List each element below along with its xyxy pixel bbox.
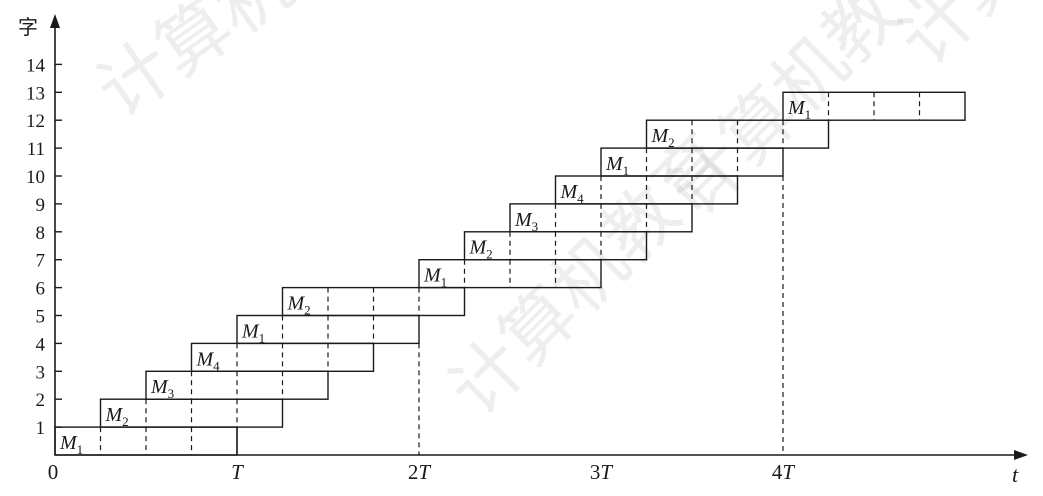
y-tick-label: 1	[36, 418, 46, 439]
word-row: M2	[281, 286, 466, 318]
word-label: M3	[150, 376, 174, 401]
y-axis-arrow	[50, 14, 60, 28]
word-row: M1	[782, 91, 966, 122]
word-label: M1	[605, 153, 629, 178]
word-row: M1	[236, 314, 420, 345]
y-tick-label: 11	[27, 139, 45, 160]
y-tick-label: 13	[26, 83, 45, 104]
x-tick-label: 3T	[590, 460, 614, 484]
y-tick-label: 7	[36, 251, 46, 272]
word-row: M4	[190, 342, 375, 373]
x-tick-label: T	[231, 460, 244, 484]
y-tick-label: 2	[36, 390, 46, 411]
y-tick-label: 3	[36, 362, 46, 383]
word-label: M2	[651, 125, 675, 150]
x-tick-label: 4T	[772, 460, 796, 484]
word-row: M3	[145, 370, 329, 401]
word-row: M2	[645, 119, 830, 150]
y-axis-label: 字	[18, 16, 38, 39]
word-label: M1	[787, 97, 811, 122]
word-label: M4	[196, 348, 221, 373]
word-label: M4	[560, 181, 585, 206]
x-axis-arrow	[1014, 450, 1028, 460]
word-row: M2	[99, 398, 284, 429]
word-label: M1	[241, 320, 265, 345]
y-tick-label: 8	[36, 223, 46, 244]
word-row: M1	[54, 426, 238, 457]
word-row: M1	[418, 259, 602, 290]
word-label: M2	[105, 404, 129, 429]
word-label: M1	[59, 432, 83, 457]
y-tick-label: 12	[26, 111, 45, 132]
word-label: M3	[514, 209, 538, 234]
watermark-text: 计算机教育	[82, 0, 425, 134]
y-tick-label: 5	[36, 307, 46, 328]
x-tick-label: 2T	[408, 460, 432, 484]
word-label: M2	[287, 293, 311, 318]
word-label: M2	[469, 237, 493, 262]
x-ticks: 0 T 2T 3T 4T	[48, 460, 796, 484]
y-tick-label: 9	[36, 195, 46, 216]
watermark-text: 计算机教育	[883, 0, 1043, 82]
watermark-text: 计算机教育	[433, 118, 747, 432]
x-axis-label: t	[1012, 462, 1019, 487]
y-tick-label: 6	[36, 279, 46, 300]
period-markers	[236, 176, 784, 455]
x-tick-label: 0	[48, 460, 59, 484]
watermark-layer: 计算机教育计算机教育计算机教育计算机教育	[82, 0, 1043, 432]
y-tick-label: 14	[26, 55, 46, 76]
word-label: M1	[423, 265, 447, 290]
word-timeline: M1 M2 M3 M4 M1 M2 M1 M2 M3 M4 M1 M2 M1	[54, 91, 966, 457]
y-tick-label: 4	[36, 334, 46, 355]
y-tick-label: 10	[26, 167, 45, 188]
